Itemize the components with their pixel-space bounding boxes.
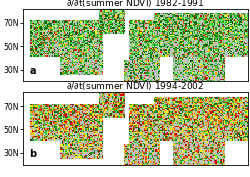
Title: $\partial/\partial$t(summer NDVI) 1994-2002: $\partial/\partial$t(summer NDVI) 1994-2… (66, 80, 204, 92)
Text: a: a (29, 66, 36, 76)
Text: b: b (29, 149, 36, 159)
Title: $\partial/\partial$t(summer NDVI) 1982-1991: $\partial/\partial$t(summer NDVI) 1982-1… (66, 0, 204, 9)
